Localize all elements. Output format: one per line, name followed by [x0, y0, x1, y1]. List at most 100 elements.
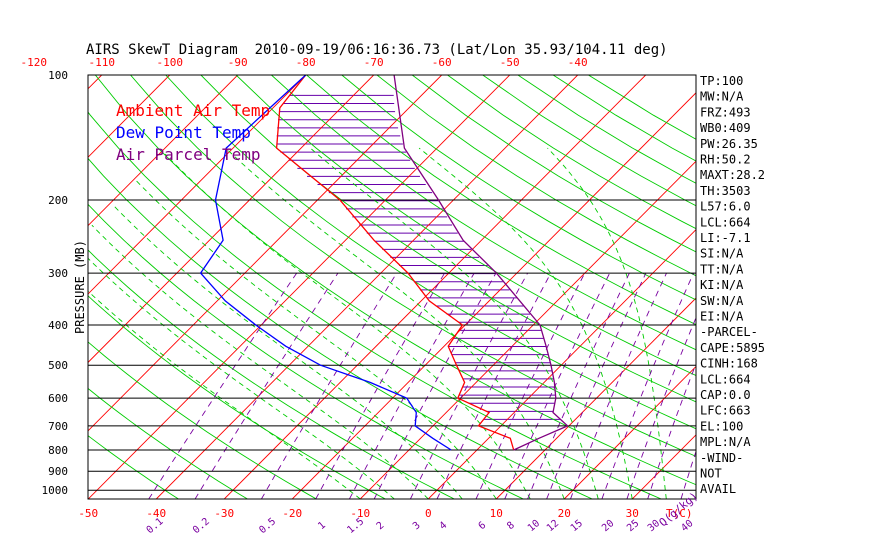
top-temp-tick-label: -70 — [364, 56, 384, 69]
isobar-lines — [88, 75, 696, 491]
dry-adiabat — [200, 75, 696, 403]
dry-adiabat — [411, 75, 696, 253]
stability-index-label: WB0:409 — [700, 121, 751, 135]
stability-index-label: L57:6.0 — [700, 200, 751, 214]
pressure-tick-labels: 100 200 300 400 500 600 700 800 900 1000 — [42, 69, 69, 497]
mixing-ratio-line — [315, 272, 445, 499]
isotherm — [223, 75, 647, 499]
dry-adiabat — [94, 75, 696, 486]
dry-adiabat — [88, 203, 524, 499]
mixing-ratio-lines — [148, 272, 696, 499]
chart-title: AIRS SkewT Diagram 2010-09-19/06:16:36.7… — [86, 42, 668, 58]
pressure-tick-label: 900 — [48, 465, 68, 478]
mixing-ratio-line — [148, 272, 298, 499]
pressure-tick-label: 700 — [48, 420, 68, 433]
stability-index-label: MAXT:28.2 — [700, 168, 765, 182]
mixing-ratio-line — [527, 272, 630, 499]
mixing-ratio-line — [504, 272, 611, 499]
stability-index-label: -WIND- — [700, 451, 743, 465]
isotherm — [88, 75, 375, 364]
pressure-tick-label: 100 — [48, 69, 68, 82]
isotherm — [495, 297, 696, 499]
mixing-ratio-line — [647, 362, 696, 499]
dry-adiabat — [88, 435, 179, 499]
mixing-ratio-line — [194, 272, 339, 499]
mixing-ratio-label: 6 — [477, 520, 489, 532]
dry-adiabat — [271, 75, 696, 351]
stability-index-label: -PARCEL- — [700, 325, 758, 339]
stability-index-label: EL:100 — [700, 419, 743, 433]
isotherm — [88, 75, 443, 432]
pressure-tick-label: 300 — [48, 267, 68, 280]
stability-index-label: TP:100 — [700, 74, 743, 88]
top-temp-tick-label: -120 — [20, 56, 47, 69]
dry-adiabat — [88, 111, 662, 499]
mixing-ratio-line — [626, 316, 696, 499]
top-temp-tick-label: -60 — [432, 56, 452, 69]
moist-adiabat — [88, 290, 361, 499]
top-temp-tick-label: -80 — [296, 56, 316, 69]
mixing-ratio-line — [436, 272, 552, 499]
mixing-ratio-line — [546, 272, 647, 499]
ambient-air-temp-line — [275, 75, 515, 451]
mixing-ratio-line — [680, 450, 696, 499]
isotherm — [88, 75, 239, 227]
pressure-tick-label: 1000 — [42, 484, 69, 497]
dry-adiabat — [235, 75, 696, 377]
dry-adiabat — [88, 341, 317, 499]
dry-adiabat — [306, 75, 696, 326]
stability-index-label: FRZ:493 — [700, 105, 751, 119]
bottom-temp-tick-label: 0 — [425, 507, 432, 520]
stability-index-label: RH:50.2 — [700, 153, 751, 167]
bottom-temp-tick-label: -40 — [146, 507, 166, 520]
stability-index-label: LCL:664 — [700, 372, 751, 386]
mixing-ratio-line — [570, 272, 667, 499]
top-temperature-tick-labels: -120 -110 -100 -90 -80 -70 -60 -50 -40 — [20, 56, 587, 69]
mixing-ratio-label: 3 — [411, 520, 423, 532]
top-temp-tick-label: -100 — [156, 56, 183, 69]
dry-adiabat — [341, 75, 696, 301]
pressure-tick-label: 500 — [48, 359, 68, 372]
plot-frame — [87, 74, 697, 500]
mixing-ratio-line — [601, 272, 695, 499]
dry-adiabat — [165, 75, 696, 430]
stability-index-label: LI:-7.1 — [700, 231, 751, 245]
mixing-ratio-line — [261, 272, 398, 499]
legend-dew-point-temp: Dew Point Temp — [116, 123, 251, 142]
pressure-tick-label: 400 — [48, 319, 68, 332]
mixing-ratio-line — [349, 272, 475, 499]
mixing-ratio-label: 4 — [438, 520, 450, 532]
stability-index-label: EI:N/A — [700, 310, 744, 324]
stability-index-label: NOT — [700, 467, 722, 481]
mixing-ratio-line — [409, 272, 528, 499]
bottom-temp-tick-label: 30 — [626, 507, 639, 520]
stability-index-label: MW:N/A — [700, 90, 744, 104]
stability-index-label: TH:3503 — [700, 184, 751, 198]
isotherm — [88, 75, 307, 295]
pressure-axis-label: PRESSURE (MB) — [73, 240, 87, 334]
top-temp-tick-label: -110 — [88, 56, 115, 69]
mixing-ratio-line — [475, 272, 586, 499]
moist-adiabat — [88, 257, 395, 499]
bottom-temp-tick-label: -20 — [282, 507, 302, 520]
stability-index-label: SW:N/A — [700, 294, 744, 308]
cape-hatching — [276, 94, 561, 420]
stability-index-label: PW:26.35 — [700, 137, 758, 151]
bottom-temp-tick-label: 10 — [490, 507, 503, 520]
stability-index-label: LFC:663 — [700, 404, 751, 418]
isotherm — [88, 75, 171, 158]
stability-index-label: CAP:0.0 — [700, 388, 751, 402]
moist-adiabat — [112, 204, 463, 499]
dry-adiabat — [88, 387, 248, 499]
bottom-temperature-tick-labels: -50 -40 -30 -20 -10 0 10 20 30 — [78, 507, 639, 520]
dry-adiabat — [376, 75, 696, 277]
stability-index-label: LCL:664 — [700, 215, 751, 229]
stability-index-label: CINH:168 — [700, 357, 758, 371]
pressure-tick-label: 800 — [48, 444, 68, 457]
top-temp-tick-label: -40 — [568, 56, 588, 69]
stability-index-label: AVAIL — [700, 482, 736, 496]
air-parcel-temp-line — [393, 75, 569, 451]
isotherm — [291, 92, 696, 499]
